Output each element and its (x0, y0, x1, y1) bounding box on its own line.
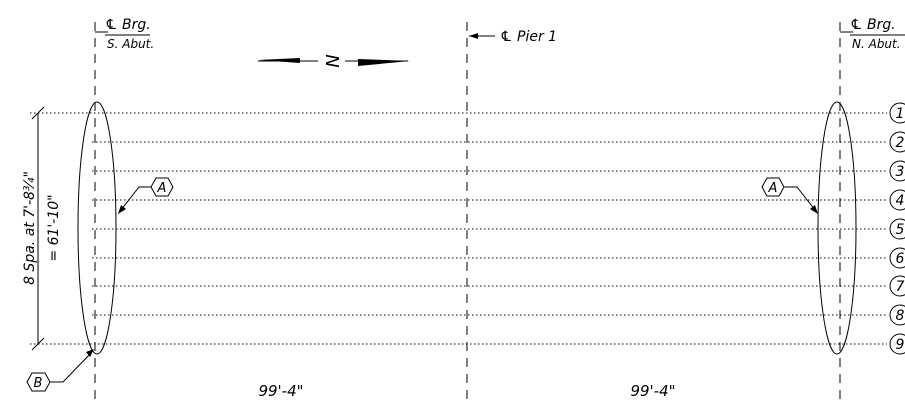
svg-text:8: 8 (896, 308, 905, 324)
pier-1-label: ℄ Pier 1 (500, 29, 557, 45)
label-north-abutment: ℄ Brg. N. Abut. (840, 17, 905, 51)
svg-text:B: B (34, 376, 43, 391)
svg-text:A: A (768, 181, 778, 196)
svg-text:4: 4 (896, 193, 905, 209)
svg-text:3: 3 (896, 164, 905, 180)
span-length-2: 99'-4" (630, 382, 675, 400)
north-abutment-sub-label: N. Abut. (852, 37, 901, 51)
callout-a-left: A (118, 177, 174, 214)
spacing-label-line1: 8 Spa. at 7'-8¾" (22, 171, 38, 285)
north-arrow: N (258, 54, 410, 68)
svg-text:6: 6 (896, 251, 905, 267)
callout-a-right: A (761, 177, 818, 214)
callout-b: B (26, 349, 94, 392)
girder-lines (30, 112, 887, 345)
girder-tag: 3 (889, 160, 905, 182)
girder-tags: 1 2 3 4 5 6 7 8 (889, 102, 905, 355)
south-abutment-sub-label: S. Abut. (107, 37, 154, 51)
span-length-1: 99'-4" (258, 382, 303, 400)
spacing-label-line2: = 61'-10" (46, 194, 62, 261)
label-south-abutment: ℄ Brg. S. Abut. (95, 17, 154, 51)
svg-text:5: 5 (896, 222, 905, 238)
girder-tag: 4 (889, 189, 905, 211)
svg-text:7: 7 (896, 279, 905, 295)
girder-tag: 8 (889, 304, 905, 326)
north-arrow-letter: N (323, 54, 344, 67)
north-arrow-head (358, 59, 410, 66)
girder-tag: 2 (889, 131, 905, 153)
bearing-group-north (817, 101, 857, 355)
svg-text:1: 1 (896, 106, 905, 122)
girder-tag: 6 (889, 247, 905, 269)
girder-tag: 5 (889, 218, 905, 240)
label-pier-1: ℄ Pier 1 (469, 29, 557, 45)
bearing-group-south (77, 101, 117, 355)
south-abutment-cl-label: ℄ Brg. (105, 17, 151, 33)
girder-tag: 7 (889, 275, 905, 297)
svg-text:A: A (157, 181, 167, 196)
girder-tag: 9 (889, 333, 905, 355)
svg-text:2: 2 (896, 135, 905, 151)
girder-spacing-dimension: 8 Spa. at 7'-8¾" = 61'-10" (22, 106, 62, 351)
north-abutment-cl-label: ℄ Brg. (850, 17, 896, 33)
svg-text:9: 9 (896, 337, 905, 353)
girder-tag: 1 (889, 102, 905, 124)
